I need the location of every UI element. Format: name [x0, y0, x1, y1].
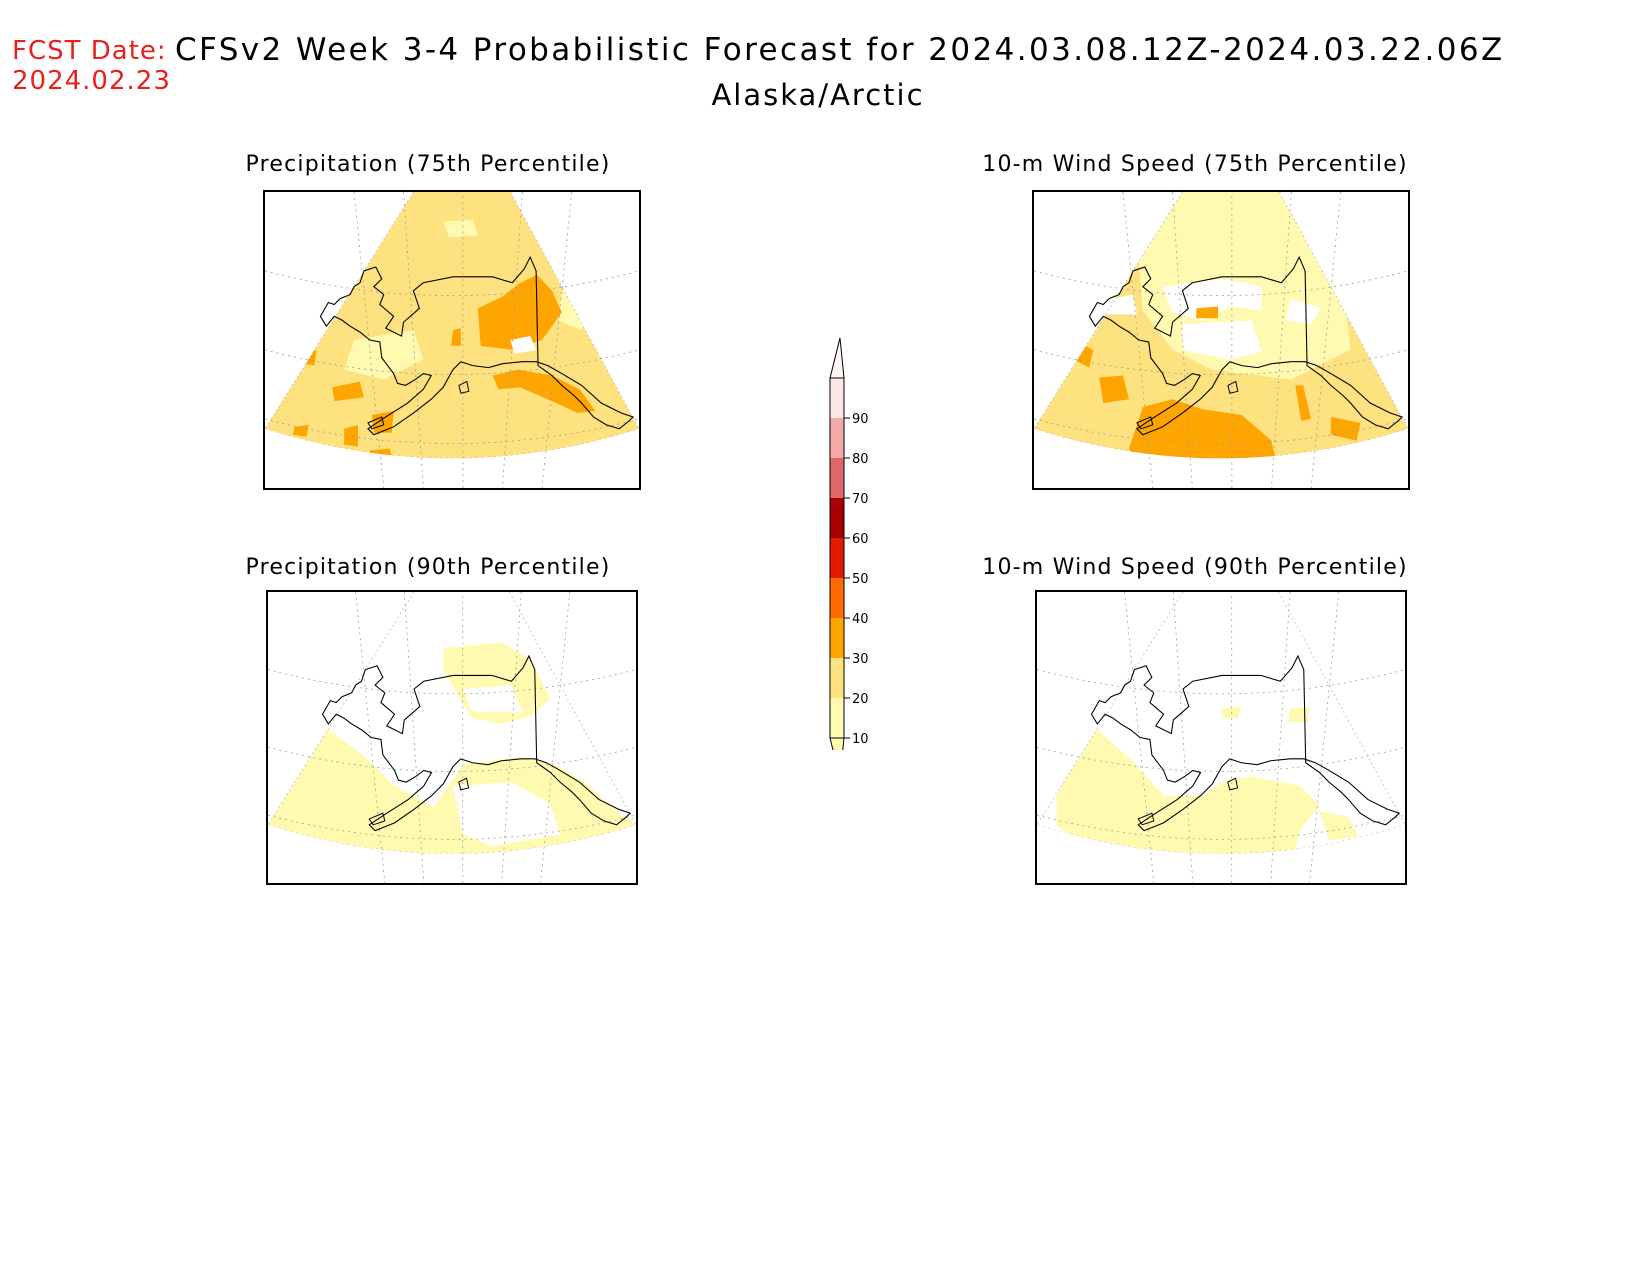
- shade-below-10: [462, 685, 524, 713]
- colorbar-label: 60: [852, 532, 869, 547]
- panel-title-wind-90: 10-m Wind Speed (90th Percentile): [982, 555, 1408, 580]
- colorbar-swatch: [830, 418, 844, 458]
- panel-title-precip-90: Precipitation (90th Percentile): [245, 555, 611, 580]
- colorbar-label: 10: [852, 732, 869, 747]
- shade-10-20: [1319, 811, 1359, 841]
- map-wind-90: [1035, 590, 1407, 885]
- map-precip-90: [266, 590, 638, 885]
- shade-30-40: [1196, 306, 1219, 319]
- shade-30-40: [413, 458, 435, 480]
- colorbar-swatch: [830, 458, 844, 498]
- shade-below-10: [1103, 294, 1137, 315]
- colorbar-frame: [829, 377, 845, 739]
- colorbar-label: 20: [852, 692, 869, 707]
- colorbar-label: 30: [852, 652, 869, 667]
- colorbar-label: 80: [852, 452, 869, 467]
- colorbar-label: 90: [852, 412, 869, 427]
- shade-10-20: [1056, 727, 1320, 854]
- colorbar-swatch: [830, 618, 844, 658]
- forecast-date-block: FCST Date: 2024.02.23: [12, 36, 171, 96]
- colorbar-label: 70: [852, 492, 869, 507]
- map-precip-75: [263, 190, 641, 490]
- island-outline: [1136, 380, 1239, 430]
- colorbar-swatch: [830, 498, 844, 538]
- graticule: [265, 192, 639, 488]
- forecast-date-value: 2024.02.23: [12, 66, 171, 96]
- main-title: CFSv2 Week 3-4 Probabilistic Forecast fo…: [175, 32, 1505, 68]
- shade-30-40: [451, 328, 461, 346]
- shade-30-40: [492, 369, 596, 414]
- colorbar-label: 40: [852, 612, 869, 627]
- shade-below-10: [1182, 320, 1262, 360]
- colorbar-top-arrow: [829, 337, 845, 379]
- graticule: [1034, 192, 1408, 488]
- panel-title-precip-75: Precipitation (75th Percentile): [245, 152, 611, 177]
- shade-10-20: [268, 727, 636, 854]
- colorbar-swatch: [830, 578, 844, 618]
- map-wind-75: [1032, 190, 1410, 490]
- coastline: [1090, 654, 1401, 832]
- colorbar-swatch: [830, 658, 844, 698]
- shade-30-40: [332, 381, 364, 402]
- colorbar-swatch: [830, 538, 844, 578]
- shade-below-10: [1285, 298, 1321, 325]
- shade-30-40: [304, 349, 317, 366]
- shade-30-40: [344, 424, 359, 447]
- shade-30-40: [1330, 416, 1361, 441]
- colorbar-legend: 10 20 30 40 50 60 70 80 90: [829, 337, 869, 750]
- region-subtitle: Alaska/Arctic: [711, 78, 925, 112]
- coastline: [319, 255, 635, 436]
- island-outline: [367, 380, 470, 430]
- shade-below-10: [510, 336, 537, 354]
- shade-30-40: [477, 274, 562, 350]
- coastline: [321, 654, 632, 832]
- shade-30-40: [1295, 385, 1312, 421]
- panel-title-wind-75: 10-m Wind Speed (75th Percentile): [982, 152, 1408, 177]
- shade-30-40: [292, 424, 309, 437]
- island-outline: [368, 777, 470, 826]
- shade-10-20: [1288, 706, 1310, 722]
- shade-30-40: [1099, 375, 1129, 404]
- colorbar-label: 50: [852, 572, 869, 587]
- forecast-date-label: FCST Date:: [12, 36, 167, 66]
- colorbar-swatch: [830, 378, 844, 418]
- colorbar-swatch: [830, 698, 844, 738]
- graticule: [1037, 592, 1405, 883]
- island-outline: [1137, 777, 1239, 826]
- colorbar-bottom-arrow: [829, 737, 845, 750]
- shade-10-20: [344, 330, 424, 380]
- graticule: [268, 592, 636, 883]
- coastline: [1088, 255, 1404, 436]
- shade-10-20: [443, 219, 478, 238]
